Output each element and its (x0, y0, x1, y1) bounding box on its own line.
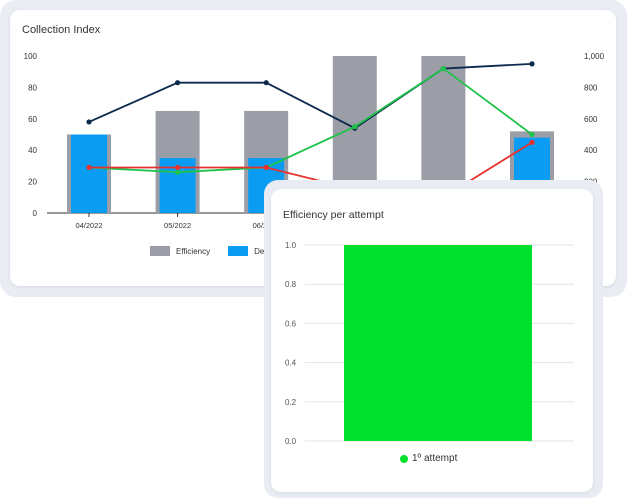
efficiency-chart: 0.0 0.2 0.4 0.6 0.8 1.0 (285, 241, 574, 446)
eff-y-tick-label: 0.6 (285, 319, 297, 328)
line-red-point (86, 164, 92, 171)
bar-first-attempt (344, 245, 532, 441)
collection-index-card: Collection Index 02040608010020040060080… (10, 10, 616, 286)
bar-def (71, 134, 107, 213)
legend-dot-attempt (400, 454, 408, 463)
line-green-point (440, 65, 446, 72)
y-tick-label: 100 (24, 52, 38, 61)
eff-y-tick-label: 0.4 (285, 359, 297, 368)
legend-swatch-def (228, 246, 249, 256)
line-red-point (529, 139, 535, 145)
legend-swatch-efficiency (150, 246, 170, 256)
y2-tick-label: 400 (584, 146, 598, 155)
y2-tick-label: 600 (584, 115, 598, 124)
line-navy-point (175, 80, 181, 86)
y-tick-label: 80 (28, 83, 37, 92)
y-tick-label: 0 (33, 209, 38, 218)
x-tick-label: 04/2022 (75, 221, 102, 230)
line-green (88, 67, 533, 174)
efficiency-card: Efficiency per attempt 0.0 0.2 0.4 0.6 0.8 1.… (271, 189, 593, 492)
eff-y-tick-label: 1.0 (285, 241, 297, 250)
y2-tick-label: 1,000 (584, 52, 605, 61)
y-tick-label: 20 (28, 178, 37, 187)
line-navy-point (529, 61, 535, 67)
eff-y-tick-label: 0.8 (285, 280, 297, 289)
line-red-point (263, 164, 269, 171)
efficiency-legend: 1º attempt (400, 453, 457, 464)
eff-y-tick-label: 0.2 (285, 398, 297, 407)
line-green-point (352, 124, 358, 130)
line-navy-point (86, 119, 92, 125)
legend-label-def: Def (254, 246, 267, 256)
x-tick-label: 05/2022 (164, 221, 191, 230)
line-navy-point (263, 80, 269, 86)
eff-y-tick-label: 0.0 (285, 437, 297, 446)
line-green-point (175, 169, 181, 175)
y-tick-label: 40 (28, 146, 37, 155)
collection-index-title: Collection Index (22, 24, 101, 36)
y2-tick-label: 800 (584, 83, 598, 92)
legend-label-efficiency: Efficiency (176, 246, 211, 256)
line-red-point (175, 164, 181, 171)
efficiency-title: Efficiency per attempt (283, 209, 384, 221)
collection-index-legend: Efficiency Def (150, 246, 267, 256)
legend-label-attempt: 1º attempt (412, 453, 458, 464)
line-navy (88, 62, 533, 130)
line-green-point (529, 131, 535, 138)
y-tick-label: 60 (28, 115, 37, 124)
